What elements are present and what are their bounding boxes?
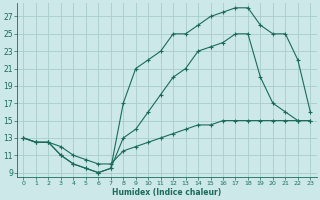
X-axis label: Humidex (Indice chaleur): Humidex (Indice chaleur)	[112, 188, 221, 197]
